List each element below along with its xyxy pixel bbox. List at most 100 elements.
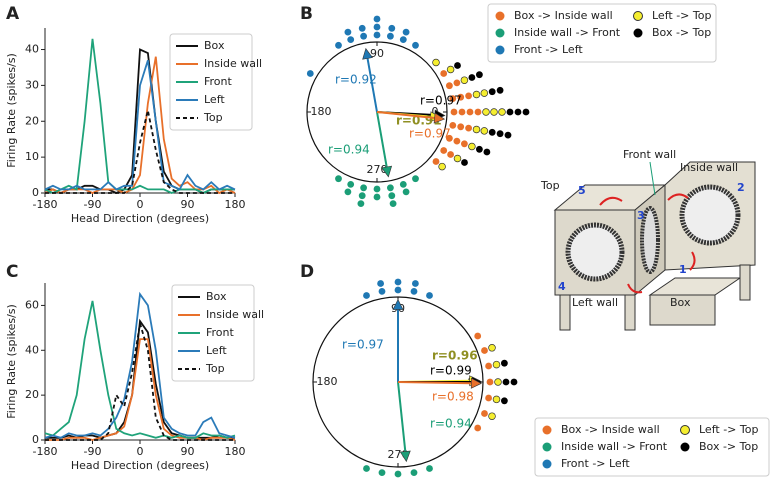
direction-dot bbox=[474, 108, 482, 116]
legend-frame bbox=[487, 3, 717, 63]
vector-head bbox=[362, 47, 374, 60]
diagram-number: 1 bbox=[679, 263, 687, 276]
arrow bbox=[667, 193, 689, 201]
vector bbox=[397, 381, 407, 452]
panel-label: A bbox=[6, 4, 20, 24]
direction-dot bbox=[426, 292, 433, 299]
vector-head bbox=[399, 450, 411, 463]
direction-dot bbox=[387, 184, 394, 192]
direction-dot bbox=[449, 95, 457, 102]
direction-dot bbox=[485, 394, 492, 402]
diagram-label: Inside wall bbox=[680, 161, 738, 174]
legend-label: Left -> Top bbox=[699, 423, 758, 436]
y-tick-label: 40 bbox=[25, 343, 39, 356]
direction-dot bbox=[476, 145, 483, 153]
legend-label: Box -> Top bbox=[699, 440, 758, 453]
diagram-number: 2 bbox=[737, 181, 745, 194]
vector bbox=[376, 111, 435, 120]
series-line bbox=[45, 323, 235, 441]
direction-dot bbox=[468, 142, 476, 151]
diagram-label: Front wall bbox=[623, 148, 676, 161]
y-tick-label: 20 bbox=[25, 388, 39, 401]
vector-label: r=0.97 bbox=[342, 338, 384, 352]
x-tick-label: 90 bbox=[181, 445, 195, 458]
diagram-number: 4 bbox=[558, 280, 566, 293]
direction-dot bbox=[344, 28, 352, 36]
vector-label: r=0.97 bbox=[420, 94, 462, 108]
direction-dot bbox=[460, 76, 469, 84]
y-tick-label: 40 bbox=[25, 43, 39, 56]
direction-dot bbox=[485, 362, 492, 370]
direction-dot bbox=[453, 154, 462, 163]
direction-dot bbox=[394, 286, 402, 294]
y-tick-label: 30 bbox=[25, 78, 39, 91]
legend-label: Box -> Inside wall bbox=[561, 423, 660, 436]
direction-dot bbox=[481, 347, 488, 354]
x-tick-label: 180 bbox=[225, 445, 246, 458]
x-tick-label: 180 bbox=[225, 198, 246, 211]
x-tick-label: -90 bbox=[84, 198, 102, 211]
direction-dot bbox=[378, 288, 386, 295]
direction-dot bbox=[358, 192, 366, 200]
legend-frame bbox=[171, 284, 255, 382]
direction-dot bbox=[402, 28, 410, 36]
legend-marker bbox=[680, 442, 690, 452]
direction-dot bbox=[501, 397, 508, 405]
legend-frame bbox=[169, 33, 253, 131]
vector-label: r=0.98 bbox=[432, 390, 474, 404]
x-tick-label: 0 bbox=[137, 198, 144, 211]
direction-dot bbox=[389, 200, 397, 208]
direction-dot bbox=[498, 108, 506, 116]
legend-frame bbox=[534, 417, 770, 477]
x-axis-label: Head Direction (degrees) bbox=[71, 212, 209, 225]
box bbox=[649, 294, 716, 326]
y-tick-label: 10 bbox=[25, 150, 39, 163]
direction-dot bbox=[453, 79, 461, 87]
legend-label: Box -> Top bbox=[652, 26, 711, 39]
direction-dot bbox=[394, 278, 402, 286]
series-line bbox=[45, 110, 235, 194]
vector-label: r=0.94 bbox=[430, 417, 472, 431]
direction-dot bbox=[492, 360, 501, 369]
direction-dot bbox=[358, 24, 366, 32]
legend-label: Inside wall bbox=[204, 57, 262, 70]
legend-label: Top bbox=[203, 111, 223, 124]
direction-dot bbox=[481, 410, 488, 417]
direction-dot bbox=[388, 192, 396, 200]
angle-tick-label: -180 bbox=[313, 375, 338, 388]
direction-dot bbox=[480, 127, 489, 135]
y-tick-label: 20 bbox=[25, 114, 39, 127]
vector-head bbox=[381, 165, 393, 178]
direction-dot bbox=[410, 469, 418, 476]
direction-dot bbox=[522, 108, 530, 116]
box-top bbox=[648, 277, 742, 296]
legend-label: Inside wall -> Front bbox=[514, 26, 621, 39]
legend-marker bbox=[542, 459, 552, 469]
direction-dot bbox=[466, 108, 474, 116]
direction-dot bbox=[501, 359, 508, 367]
direction-dot bbox=[474, 332, 482, 340]
x-axis-label: Head Direction (degrees) bbox=[71, 459, 209, 472]
diagram-label: Box bbox=[670, 296, 691, 309]
direction-dot bbox=[402, 188, 410, 196]
direction-dot bbox=[363, 465, 370, 472]
direction-dot bbox=[486, 378, 494, 386]
y-axis-label: Firing Rate (spikes/s) bbox=[5, 53, 18, 168]
direction-dot bbox=[458, 108, 466, 116]
direction-dot bbox=[446, 65, 455, 74]
x-tick-label: -180 bbox=[33, 445, 58, 458]
direction-dot bbox=[488, 412, 496, 420]
direction-dot bbox=[360, 184, 367, 192]
vector bbox=[376, 111, 388, 168]
legend-label: Front -> Left bbox=[514, 43, 583, 56]
direction-dot bbox=[399, 36, 407, 43]
direction-dot bbox=[373, 185, 381, 193]
direction-dot bbox=[446, 134, 453, 142]
vector-head bbox=[392, 298, 404, 310]
direction-dot bbox=[426, 465, 433, 472]
direction-dot bbox=[440, 70, 448, 77]
arrow bbox=[627, 283, 643, 294]
apparatus-diagram: Front wall Inside wall Top Left wall Box… bbox=[540, 148, 756, 331]
y-tick-label: 0 bbox=[32, 433, 39, 446]
